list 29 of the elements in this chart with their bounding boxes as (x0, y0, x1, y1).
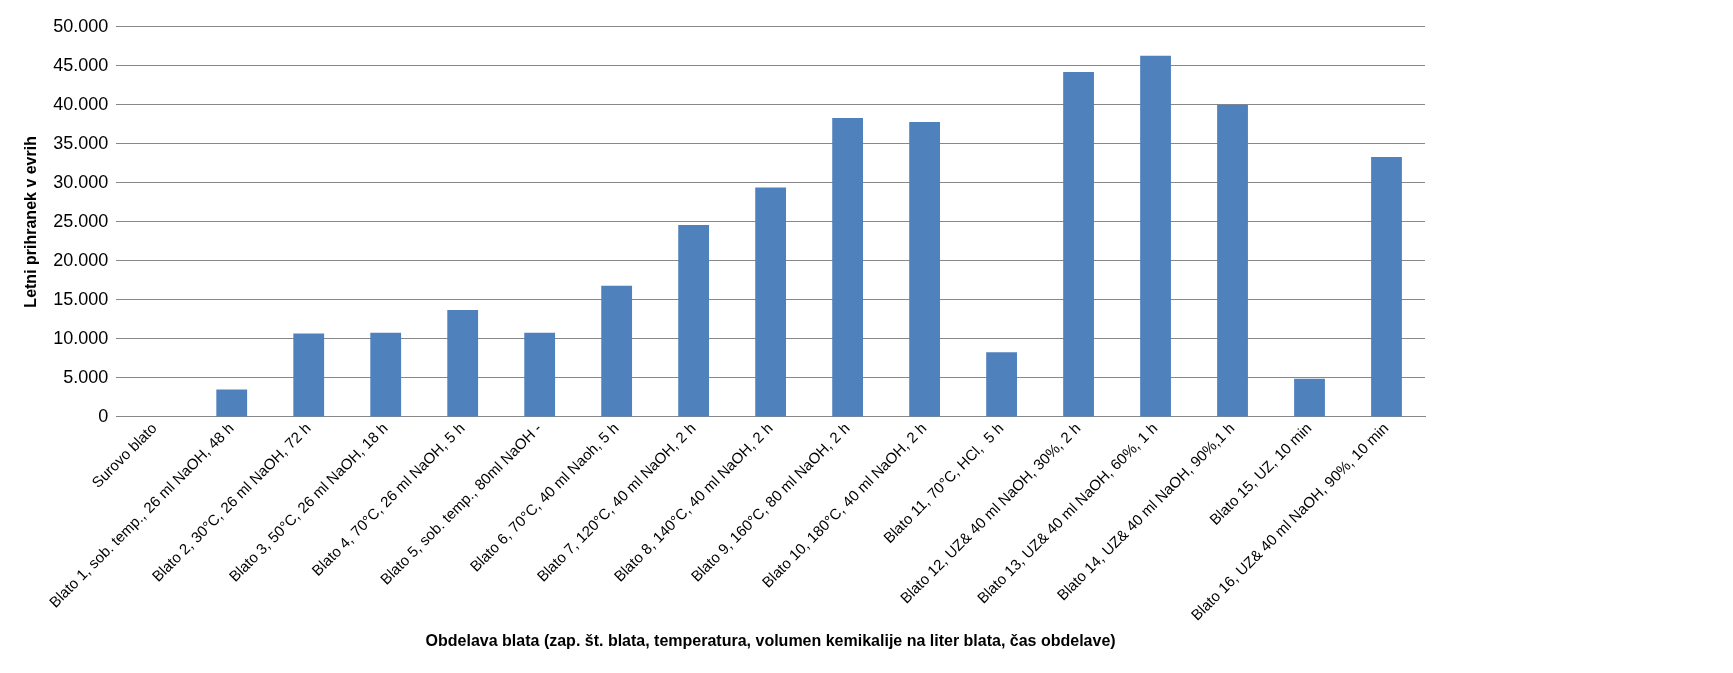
bar (601, 285, 633, 417)
bar (986, 352, 1017, 417)
bar (1371, 157, 1402, 417)
bar (1294, 378, 1325, 417)
bar (1217, 104, 1248, 417)
bar (216, 389, 248, 417)
bar (1063, 72, 1094, 417)
y-tick-label: 30.000 (53, 171, 109, 192)
bar (755, 187, 787, 417)
y-tick-label: 25.000 (53, 210, 109, 231)
y-tick-label: 35.000 (53, 132, 109, 153)
y-tick-label: 40.000 (53, 93, 109, 114)
y-tick-label: 45.000 (53, 54, 109, 75)
bar (447, 310, 479, 417)
y-tick-label: 5.000 (63, 366, 109, 387)
bar (293, 333, 325, 417)
bar (524, 332, 556, 417)
bar (832, 118, 864, 417)
y-tick-label: 10.000 (53, 327, 109, 348)
y-tick-label: 15.000 (53, 288, 109, 309)
y-tick-label: 50.000 (53, 15, 109, 36)
bar (678, 224, 710, 417)
y-axis-title: Letni prihranek v evrih (22, 136, 40, 308)
y-tick-label: 20.000 (53, 249, 109, 270)
bar (909, 121, 940, 417)
bar (370, 332, 402, 417)
bar (1140, 55, 1171, 417)
x-axis-title: Obdelava blata (zap. št. blata, temperatura, volumen kemikalije na liter blata, čas obdelave) (425, 631, 1116, 649)
y-tick-label: 0 (98, 405, 109, 426)
